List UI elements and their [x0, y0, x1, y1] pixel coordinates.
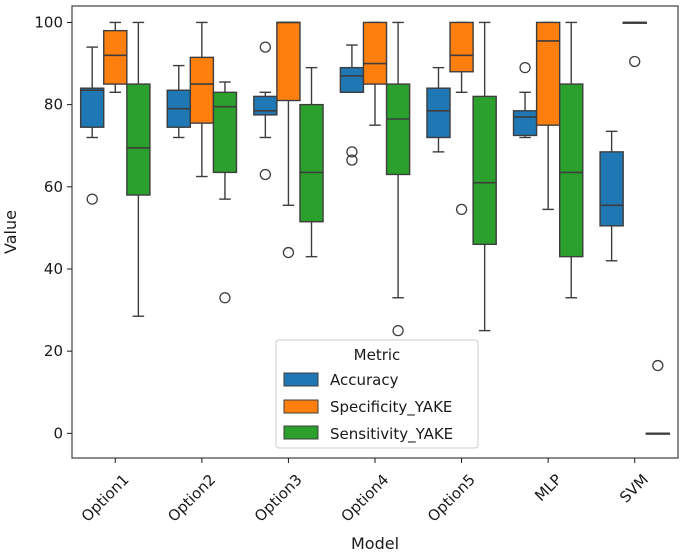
box-body-sensitivity-yake-option5 [472, 95, 497, 246]
box-body-sensitivity-yake-option2 [212, 91, 238, 174]
box-sensitivity-yake-mlp [558, 21, 584, 299]
legend-frame [275, 339, 479, 449]
box-accuracy-option5 [426, 66, 451, 153]
y-tick-label-60: 60 [44, 178, 63, 196]
x-tick-label-option5: Option5 [424, 471, 479, 526]
box-body-specificity-yake-option4 [362, 21, 388, 85]
outlier-sensitivity-yake-svm-0 [652, 359, 664, 372]
y-axis-title: Value [1, 210, 20, 254]
box-body-specificity-yake-mlp [535, 21, 561, 126]
legend-swatch-specificity [283, 399, 319, 414]
box-accuracy-mlp [512, 61, 538, 139]
box-sensitivity-yake-option5 [472, 21, 497, 332]
box-body-sensitivity-yake-option1 [126, 83, 151, 196]
x-tick-label-option3: Option3 [251, 471, 306, 526]
box-body-specificity-yake-option5 [449, 21, 474, 73]
box-specificity-yake-mlp [535, 21, 561, 211]
outlier-specificity-yake-option5-0 [455, 203, 468, 216]
outlier-accuracy-option3-0 [259, 168, 271, 181]
y-tick-label-20: 20 [44, 342, 63, 360]
y-tick-label-100: 100 [34, 13, 63, 31]
box-body-specificity-yake-option1 [103, 29, 128, 85]
box-body-sensitivity-yake-option4 [385, 83, 411, 176]
box-sensitivity-yake-option4 [385, 21, 411, 337]
x-tick-label-option2: Option2 [164, 471, 219, 526]
box-accuracy-svm [599, 130, 624, 262]
outlier-accuracy-option1-0 [86, 193, 98, 205]
box-accuracy-option1 [79, 46, 105, 205]
box-specificity-yake-option4 [362, 21, 388, 126]
box-body-accuracy-svm [599, 151, 624, 227]
box-body-accuracy-option4 [339, 66, 365, 93]
legend-swatch-accuracy [283, 372, 319, 387]
outlier-accuracy-mlp-0 [519, 61, 531, 74]
box-specificity-yake-option3 [276, 21, 301, 259]
box-body-specificity-yake-option2 [189, 56, 215, 124]
legend-label-sensitivity: Sensitivity_YAKE [330, 425, 453, 444]
x-tick-label-option1: Option1 [78, 471, 133, 526]
x-tick-label-svm: SVM [616, 471, 652, 507]
box-body-accuracy-option5 [426, 87, 451, 139]
box-specificity-yake-option2 [189, 21, 215, 178]
outlier-accuracy-option4-0 [346, 154, 358, 166]
legend-label-accuracy: Accuracy [330, 371, 399, 389]
y-tick-label-40: 40 [44, 260, 63, 278]
plot-area [79, 21, 671, 439]
x-tick-label-option4: Option4 [337, 471, 392, 526]
y-tick-label-0: 0 [53, 424, 63, 442]
box-sensitivity-yake-option1 [126, 21, 151, 317]
x-tick-label-mlp: MLP [531, 471, 565, 505]
box-body-accuracy-option1 [79, 87, 105, 128]
y-tick-label-80: 80 [44, 96, 63, 114]
outlier-specificity-yake-svm-0 [629, 55, 641, 68]
legend-title: Metric [354, 346, 401, 364]
box-specificity-yake-option1 [103, 21, 128, 93]
box-accuracy-option2 [166, 64, 192, 139]
box-specificity-yake-svm [622, 21, 647, 68]
box-sensitivity-yake-svm [645, 359, 671, 435]
outlier-sensitivity-yake-option2-0 [219, 292, 231, 304]
box-sensitivity-yake-option2 [212, 81, 238, 304]
outlier-accuracy-option4-1 [346, 146, 358, 158]
box-body-sensitivity-yake-mlp [558, 83, 584, 258]
outlier-specificity-yake-option3-0 [282, 246, 295, 259]
box-body-accuracy-mlp [512, 110, 538, 137]
legend: Metric Accuracy Specificity_YAKE Sensiti… [275, 339, 479, 449]
outlier-accuracy-option3-1 [259, 41, 271, 53]
box-accuracy-option3 [253, 41, 278, 181]
outlier-sensitivity-yake-option4-0 [392, 324, 404, 337]
box-specificity-yake-option5 [449, 21, 474, 216]
legend-label-specificity: Specificity_YAKE [330, 398, 452, 417]
box-accuracy-option4 [339, 44, 365, 166]
box-body-specificity-yake-option3 [276, 21, 301, 102]
box-body-accuracy-option3 [253, 95, 278, 116]
x-axis-title: Model [351, 534, 399, 553]
box-body-sensitivity-yake-option3 [299, 103, 324, 223]
legend-swatch-sensitivity [283, 425, 319, 440]
